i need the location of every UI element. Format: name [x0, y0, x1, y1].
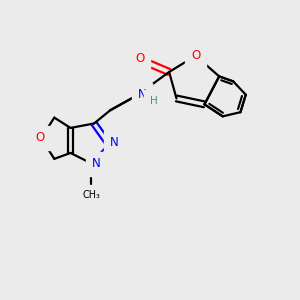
Text: N: N [110, 136, 118, 149]
Text: O: O [191, 49, 200, 62]
Text: O: O [35, 131, 44, 144]
Text: N: N [138, 88, 146, 101]
Text: N: N [92, 157, 101, 170]
Text: O: O [135, 52, 144, 65]
Text: H: H [150, 96, 158, 106]
Text: CH₃: CH₃ [83, 190, 101, 200]
